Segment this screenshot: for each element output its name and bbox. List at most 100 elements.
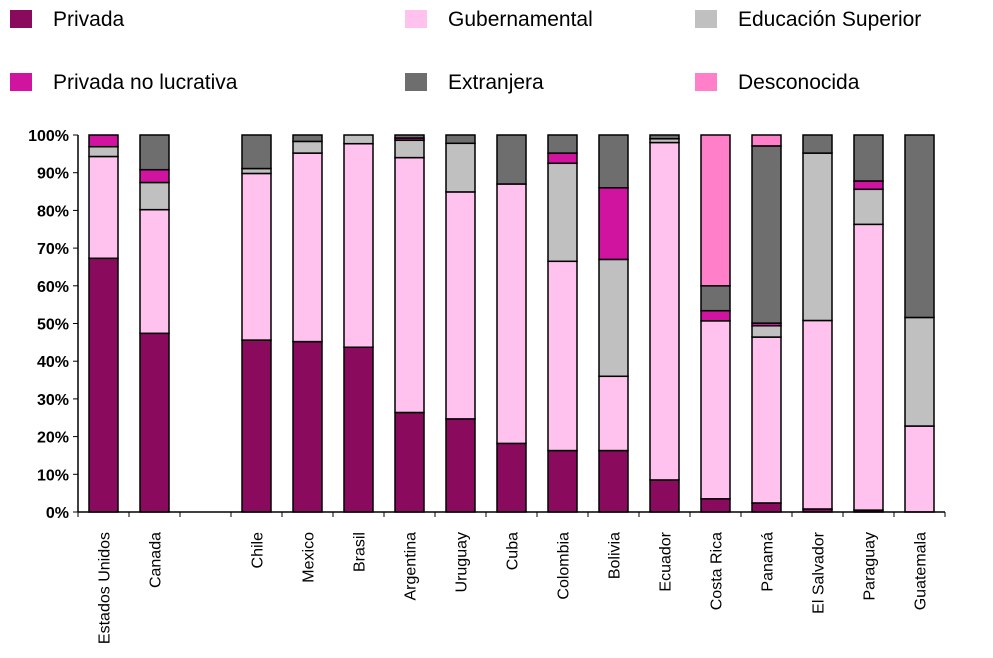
legend-swatch-gubernamental — [405, 10, 427, 28]
x-tick-label: Guatemala — [913, 532, 930, 610]
y-tick-label: 10% — [37, 467, 69, 484]
bar-segment-extranjera — [853, 134, 884, 182]
bar-segment-gubernamental — [394, 156, 425, 414]
bar-segment-extranjera — [802, 134, 833, 154]
bar-segment-educacion-superior — [394, 139, 425, 159]
bar-segment-privada — [394, 411, 425, 513]
bar-segment-privada — [547, 449, 578, 513]
bar-segment-desconocida — [751, 134, 782, 147]
y-tick-label: 70% — [37, 241, 69, 258]
bar-segment-educacion-superior — [343, 134, 374, 145]
y-tick-label: 20% — [37, 430, 69, 447]
bar-segment-educacion-superior — [853, 188, 884, 226]
y-tick-label: 60% — [37, 279, 69, 296]
bar-segment-extranjera — [700, 285, 731, 312]
bar-segment-privada — [496, 442, 527, 513]
bar-segment-gubernamental — [853, 223, 884, 511]
bar-segment-extranjera — [598, 134, 629, 189]
bar-segment-desconocida — [700, 134, 731, 287]
legend-swatch-desconocida — [695, 73, 717, 91]
bar-segment-privada-no-lucrativa — [853, 180, 884, 191]
bar-segment-educacion-superior — [88, 145, 119, 158]
bar-segment-gubernamental — [343, 142, 374, 349]
bar-segment-extranjera — [445, 134, 476, 145]
legend-label-privada: Privada — [53, 8, 125, 31]
bar-segment-extranjera — [751, 145, 782, 324]
bar-segment-privada — [241, 339, 272, 513]
bar-segment-gubernamental — [751, 336, 782, 504]
y-tick-label: 80% — [37, 203, 69, 220]
x-tick-label: Ecuador — [658, 531, 675, 591]
y-tick-label: 0% — [46, 505, 69, 522]
bar-segment-educacion-superior — [292, 140, 323, 154]
y-tick-label: 50% — [37, 317, 69, 334]
bar-segment-educacion-superior — [904, 316, 935, 427]
bar-segment-educacion-superior — [139, 181, 170, 211]
x-tick-label: Panamá — [760, 532, 777, 592]
bar-segment-gubernamental — [292, 152, 323, 343]
x-tick-label: Paraguay — [862, 532, 879, 601]
bar-segment-privada-no-lucrativa — [598, 187, 629, 261]
legend-label-gubernamental: Gubernamental — [448, 8, 593, 31]
bar-segment-privada — [700, 498, 731, 513]
bar-segment-gubernamental — [241, 172, 272, 341]
bar-segment-privada-no-lucrativa — [547, 152, 578, 165]
bar-segment-educacion-superior — [547, 162, 578, 263]
bar-segment-privada — [139, 332, 170, 513]
legend-swatch-extranjera — [405, 73, 427, 91]
bar-segment-privada — [649, 479, 680, 513]
legend-swatch-privada — [10, 10, 32, 28]
bar-segment-educacion-superior — [598, 258, 629, 378]
bar-segment-gubernamental — [139, 208, 170, 335]
y-tick-label: 40% — [37, 354, 69, 371]
x-tick-label: Chile — [250, 532, 267, 569]
legend-swatch-privada-no-lucrativa — [10, 73, 32, 91]
bar-segment-privada-no-lucrativa — [139, 168, 170, 184]
x-tick-label: Costa Rica — [709, 532, 726, 610]
bar-segment-extranjera — [496, 134, 527, 185]
bar-segment-privada-no-lucrativa — [700, 309, 731, 322]
bar-segment-privada — [292, 340, 323, 513]
bar-segment-extranjera — [139, 134, 170, 171]
x-tick-label: Uruguay — [454, 532, 471, 592]
y-tick-label: 100% — [28, 128, 69, 145]
bar-segment-extranjera — [292, 134, 323, 143]
bar-segment-privada — [445, 418, 476, 513]
x-tick-label: Colombia — [556, 532, 573, 600]
bar-segment-gubernamental — [547, 260, 578, 452]
bar-segment-gubernamental — [649, 141, 680, 481]
bar-segment-privada-no-lucrativa — [88, 134, 119, 148]
x-tick-label: Mexico — [301, 532, 318, 583]
bar-segment-gubernamental — [904, 425, 935, 513]
bar-segment-educacion-superior — [802, 152, 833, 322]
x-tick-label: Argentina — [403, 532, 420, 601]
bar-segment-gubernamental — [445, 191, 476, 420]
bar-segment-gubernamental — [802, 319, 833, 510]
legend-label-privada-no-lucrativa: Privada no lucrativa — [53, 71, 238, 94]
bar-segment-extranjera — [547, 134, 578, 154]
bar-segment-extranjera — [904, 134, 935, 319]
x-tick-label: Cuba — [505, 532, 522, 570]
x-tick-label: Canada — [148, 532, 165, 588]
bar-segment-privada — [343, 346, 374, 513]
x-tick-label: Estados Unidos — [97, 532, 114, 644]
legend-swatch-educacion-superior — [695, 10, 717, 28]
bar-segment-gubernamental — [598, 375, 629, 452]
bar-segment-gubernamental — [88, 155, 119, 260]
bar-segment-gubernamental — [700, 320, 731, 500]
y-tick-label: 30% — [37, 392, 69, 409]
bar-segment-educacion-superior — [445, 142, 476, 193]
bar-segment-extranjera — [394, 134, 425, 139]
y-tick-label: 90% — [37, 166, 69, 183]
bar-segment-extranjera — [241, 134, 272, 170]
bar-segment-privada — [88, 257, 119, 513]
bar-segment-educacion-superior — [751, 325, 782, 338]
x-tick-label: Brasil — [352, 532, 369, 572]
x-tick-label: Bolivia — [607, 532, 624, 579]
bar-segment-extranjera — [649, 134, 680, 140]
legend-label-educacion-superior: Educación Superior — [738, 8, 921, 31]
bar-segment-privada — [751, 502, 782, 513]
x-tick-label: El Salvador — [811, 531, 828, 613]
bar-segment-gubernamental — [496, 183, 527, 445]
